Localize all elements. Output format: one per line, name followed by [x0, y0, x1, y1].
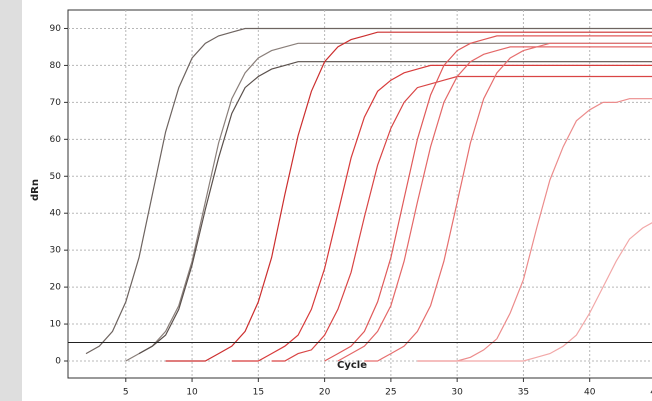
amplification-curve — [85, 27, 652, 355]
amplification-curve — [417, 222, 652, 362]
y-tick-label: 70 — [50, 98, 62, 108]
x-tick-label: 40 — [584, 388, 596, 398]
x-tick-label: 30 — [451, 388, 463, 398]
x-tick-label: 35 — [518, 388, 529, 398]
x-tick-label: 10 — [186, 388, 198, 398]
x-tick-label: 20 — [319, 388, 331, 398]
x-tick-label: 45 — [650, 388, 652, 398]
plot-area — [67, 9, 652, 379]
y-tick-label: 60 — [50, 135, 62, 145]
amplification-curve — [165, 31, 652, 362]
y-tick-label: 50 — [50, 172, 62, 182]
y-tick-label: 40 — [50, 209, 62, 219]
x-axis-label: Cycle — [337, 360, 367, 371]
amplification-curve — [364, 42, 652, 362]
grid — [68, 10, 652, 378]
x-tick-label: 25 — [385, 388, 396, 398]
y-axis-label: dRn — [30, 179, 41, 201]
y-tick-label: 90 — [50, 24, 62, 34]
y-tick-label: 30 — [50, 246, 62, 256]
y-tick-label: 0 — [55, 357, 61, 367]
amplification-curve — [324, 35, 652, 362]
y-tick-label: 80 — [50, 61, 62, 71]
x-tick-label: 15 — [253, 388, 264, 398]
amplification-curve — [138, 61, 652, 355]
lines — [68, 27, 652, 362]
side-strip — [0, 0, 22, 401]
x-tick-label: 5 — [123, 388, 129, 398]
y-tick-label: 20 — [50, 283, 62, 293]
y-tick-label: 10 — [50, 320, 62, 330]
amplification-curve — [337, 46, 652, 362]
amplification-curve — [271, 75, 652, 362]
